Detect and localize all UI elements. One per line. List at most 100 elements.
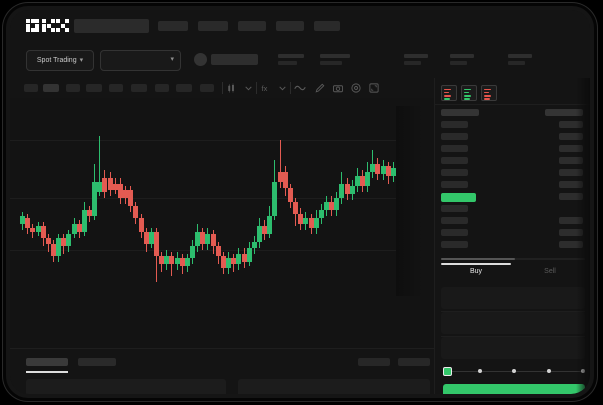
fullscreen-icon[interactable] (368, 82, 380, 94)
timeframe-button-8[interactable] (200, 84, 214, 92)
buy-submit-button[interactable] (443, 384, 585, 394)
orderbook-row-right[interactable] (559, 217, 583, 224)
orderbook-row-right[interactable] (559, 169, 583, 176)
amount-percent-slider[interactable] (443, 367, 585, 377)
candle (87, 106, 93, 291)
order-type-field[interactable] (441, 287, 585, 309)
ticker-stat-1 (320, 54, 350, 65)
candle (61, 106, 67, 291)
chevron-down-icon[interactable] (244, 82, 253, 94)
chart-edge-fade (396, 98, 434, 298)
ticker-stat-2 (404, 54, 428, 65)
orderbook-rows[interactable] (435, 105, 590, 248)
orderbook-row-left[interactable] (441, 121, 468, 128)
timeframe-button-3[interactable] (86, 84, 102, 92)
tab-sell[interactable]: Sell (544, 268, 556, 275)
chevron-down-icon[interactable] (278, 82, 287, 94)
candle (117, 106, 123, 291)
orderbook-row-left[interactable] (441, 157, 468, 164)
camera-icon[interactable] (332, 82, 344, 94)
slider-step-75[interactable] (546, 369, 551, 373)
candle (293, 106, 299, 291)
orderbook-sell-icon[interactable] (481, 85, 497, 101)
orders-content-box-0 (26, 379, 226, 394)
orderbook-row-right[interactable] (559, 121, 583, 128)
orderbook-row-left[interactable] (441, 133, 468, 140)
candle (200, 106, 206, 291)
search-input[interactable] (74, 19, 149, 33)
app-screen: Spot Trading ▾ ▾ fx (10, 10, 590, 394)
candle (159, 106, 165, 291)
timeframe-button-1[interactable] (43, 84, 59, 92)
price-field[interactable] (441, 312, 585, 334)
candle (179, 106, 185, 291)
candle (360, 106, 365, 291)
candle (164, 106, 170, 291)
trading-mode-dropdown[interactable]: Spot Trading ▾ (26, 50, 94, 71)
orderbook-row-left[interactable] (441, 205, 468, 212)
orderbook-row-right[interactable] (559, 193, 583, 200)
candle (370, 106, 376, 291)
nav-item-1[interactable] (198, 21, 228, 31)
orderbook-row-right[interactable] (559, 145, 583, 152)
gridline-0 (10, 140, 434, 141)
orderbook-row-left[interactable] (441, 241, 468, 248)
price-chart[interactable] (10, 98, 434, 348)
indicator-icon[interactable]: fx (260, 82, 272, 94)
pencil-icon[interactable] (314, 82, 326, 94)
active-side-underline (441, 263, 511, 265)
slider-handle[interactable] (443, 367, 452, 376)
orderbook-row-right[interactable] (559, 229, 583, 236)
nav-item-2[interactable] (238, 21, 266, 31)
orderbook-row-right[interactable] (559, 241, 583, 248)
timeframe-button-2[interactable] (66, 84, 80, 92)
orderbook-row-right[interactable] (559, 157, 583, 164)
candle (287, 106, 293, 291)
orderbook-row-right[interactable] (559, 181, 583, 188)
orderbook-row-left[interactable] (441, 145, 468, 152)
orderbook-row-right[interactable] (545, 109, 583, 116)
slider-step-50[interactable] (512, 369, 516, 373)
orders-action-1[interactable] (398, 358, 430, 366)
orderbook-price-highlight[interactable] (441, 193, 476, 202)
orders-tab-1[interactable] (78, 358, 116, 366)
nav-item-3[interactable] (276, 21, 304, 31)
candle (380, 106, 386, 291)
orderbook-row-left[interactable] (441, 169, 468, 176)
orders-action-0[interactable] (358, 358, 390, 366)
candle (256, 106, 262, 291)
candle (92, 106, 98, 291)
settings-icon[interactable] (350, 82, 362, 94)
amount-field[interactable] (441, 337, 585, 359)
orderbook-mixed-icon[interactable] (441, 85, 457, 101)
tab-buy[interactable]: Buy (469, 268, 483, 275)
candle (334, 106, 340, 291)
orderbook-mode-switch (441, 85, 497, 101)
candle (354, 106, 360, 291)
orderbook-row-right[interactable] (559, 133, 583, 140)
orderbook-row-left[interactable] (441, 217, 468, 224)
candle (236, 106, 242, 291)
orderbook-row-left[interactable] (441, 181, 468, 188)
candle-type-icon[interactable] (226, 82, 238, 94)
pair-selector-dropdown[interactable]: ▾ (100, 50, 181, 71)
timeframe-button-7[interactable] (176, 84, 192, 92)
wave-icon[interactable] (294, 82, 306, 94)
slider-step-25[interactable] (477, 369, 482, 373)
orders-tab-0[interactable] (26, 358, 68, 366)
orderbook-scrollbar[interactable] (441, 258, 585, 260)
nav-item-0[interactable] (158, 21, 188, 31)
timeframe-button-0[interactable] (24, 84, 38, 92)
nav-item-4[interactable] (314, 21, 340, 31)
timeframe-button-4[interactable] (109, 84, 123, 92)
candle (138, 106, 144, 291)
orderbook-row-left[interactable] (441, 229, 468, 236)
orderbook-row-left[interactable] (441, 109, 479, 116)
candlestick-series (20, 106, 396, 291)
timeframe-button-6[interactable] (155, 84, 169, 92)
orderbook-buy-icon[interactable] (461, 85, 477, 101)
timeframe-button-5[interactable] (131, 84, 147, 92)
okx-logo-icon[interactable] (26, 19, 70, 33)
candle (385, 106, 391, 291)
candle (190, 106, 196, 291)
